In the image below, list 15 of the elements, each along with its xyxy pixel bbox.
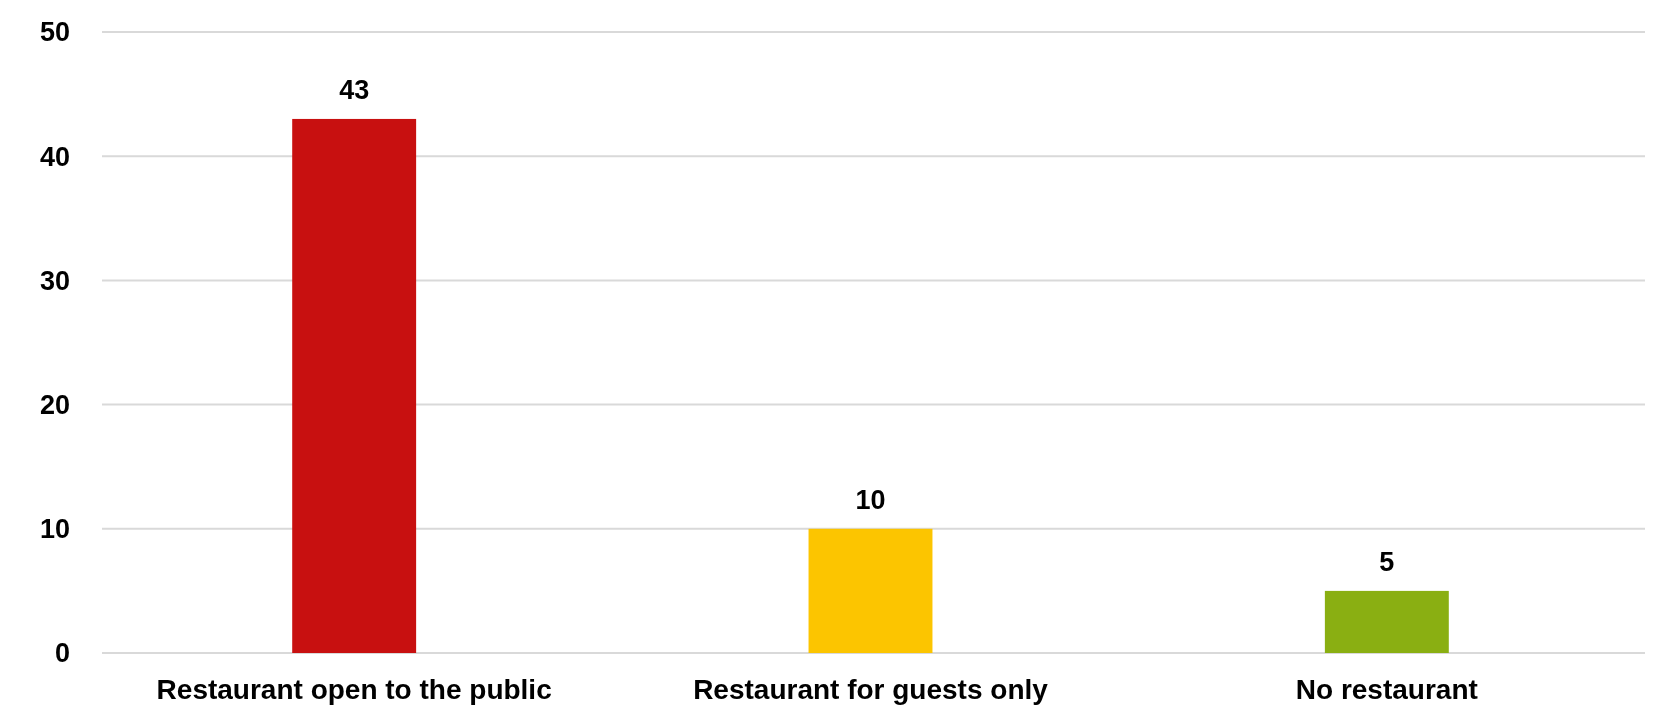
x-tick-label: No restaurant bbox=[1295, 674, 1478, 705]
y-tick-label: 30 bbox=[39, 265, 70, 296]
bar bbox=[808, 528, 933, 653]
x-tick-label: Restaurant for guests only bbox=[693, 674, 1049, 705]
y-tick-label: 40 bbox=[39, 141, 70, 172]
x-tick-label: Restaurant open to the public bbox=[156, 674, 552, 705]
y-tick-label: 0 bbox=[54, 638, 70, 669]
data-label: 43 bbox=[339, 74, 370, 105]
bar bbox=[1324, 590, 1449, 653]
data-label: 5 bbox=[1379, 546, 1395, 577]
bar bbox=[292, 118, 417, 653]
y-tick-label: 50 bbox=[39, 17, 70, 48]
y-tick-label: 20 bbox=[39, 390, 70, 421]
y-tick-label: 10 bbox=[39, 514, 70, 545]
data-label: 10 bbox=[855, 484, 886, 515]
